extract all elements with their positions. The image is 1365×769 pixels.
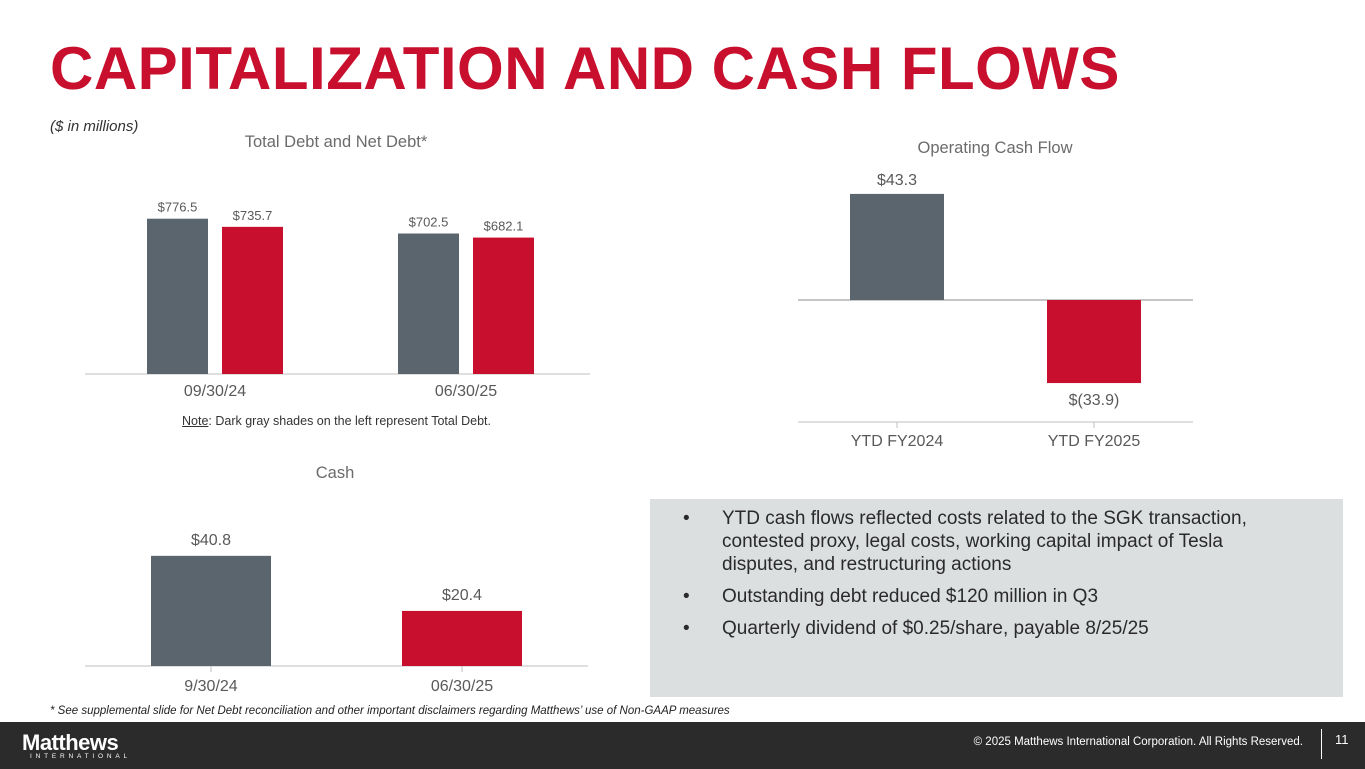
bullet-item: • Quarterly dividend of $0.25/share, paya… <box>683 617 1303 640</box>
ocf-bar-label: $43.3 <box>877 172 917 189</box>
cash-chart: $40.8 9/30/24 $20.4 06/30/25 <box>85 532 588 695</box>
bullet-item: • Outstanding debt reduced $120 million i… <box>683 585 1303 608</box>
bullet-list: • YTD cash flows reflected costs related … <box>650 499 1343 640</box>
bullet-text: Outstanding debt reduced $120 million in… <box>722 586 1099 607</box>
debt-bar <box>147 218 208 374</box>
company-logo: Matthews <box>22 730 119 755</box>
company-logo-sub: INTERNATIONAL <box>30 753 131 760</box>
bullet-icon: • <box>683 618 690 639</box>
cash-bar <box>402 610 522 666</box>
debt-bar-label: $702.5 <box>409 215 449 230</box>
ocf-bar <box>850 193 944 300</box>
cash-bar-label: $20.4 <box>442 587 482 604</box>
debt-chart: $776.5 $735.7 09/30/24 $702.5 $682.1 06/30/25 <box>85 200 590 400</box>
ocf-chart-title: Operating Cash Flow <box>917 139 1073 157</box>
page-number: 11 <box>1335 732 1349 747</box>
ocf-category-label: YTD FY2024 <box>851 433 944 450</box>
bullet-text: YTD cash flows reflected costs related t… <box>722 508 1247 575</box>
cash-bar <box>151 555 271 666</box>
note-text: : Dark gray shades on the left represent… <box>208 414 491 428</box>
ocf-bar-label: $(33.9) <box>1069 392 1120 409</box>
cash-category-label: 9/30/24 <box>184 678 237 695</box>
debt-bar-label: $735.7 <box>233 208 273 223</box>
chart-note: Note: Dark gray shades on the left repre… <box>182 414 491 428</box>
cash-bar-label: $40.8 <box>191 532 231 549</box>
bullet-item: • YTD cash flows reflected costs related … <box>683 507 1303 576</box>
ocf-category-label: YTD FY2025 <box>1048 433 1141 450</box>
debt-bar <box>473 237 534 374</box>
debt-bar <box>222 226 283 374</box>
bullet-text: Quarterly dividend of $0.25/share, payab… <box>722 618 1149 639</box>
units-label: ($ in millions) <box>50 118 139 135</box>
debt-category-label: 09/30/24 <box>184 383 246 400</box>
bullet-icon: • <box>683 586 690 607</box>
ocf-chart: $43.3 YTD FY2024 $(33.9) YTD FY2025 <box>798 172 1193 450</box>
footer: Matthews INTERNATIONAL © 2025 Matthews I… <box>0 722 1365 769</box>
debt-category-label: 06/30/25 <box>435 383 497 400</box>
debt-bar <box>398 233 459 374</box>
note-label: Note <box>182 414 209 428</box>
cash-category-label: 06/30/25 <box>431 678 493 695</box>
debt-bar-label: $776.5 <box>158 200 198 215</box>
footer-divider <box>1321 729 1322 759</box>
debt-bar-label: $682.1 <box>484 219 524 234</box>
page-title: CAPITALIZATION AND CASH FLOWS <box>50 35 1120 102</box>
debt-chart-title: Total Debt and Net Debt* <box>244 133 428 151</box>
footnote: * See supplemental slide for Net Debt re… <box>50 705 730 717</box>
copyright: © 2025 Matthews International Corporatio… <box>973 736 1303 748</box>
bullet-icon: • <box>683 508 690 529</box>
ocf-bar <box>1047 300 1141 384</box>
callout-box: • YTD cash flows reflected costs related … <box>650 499 1343 697</box>
cash-chart-title: Cash <box>315 464 355 482</box>
